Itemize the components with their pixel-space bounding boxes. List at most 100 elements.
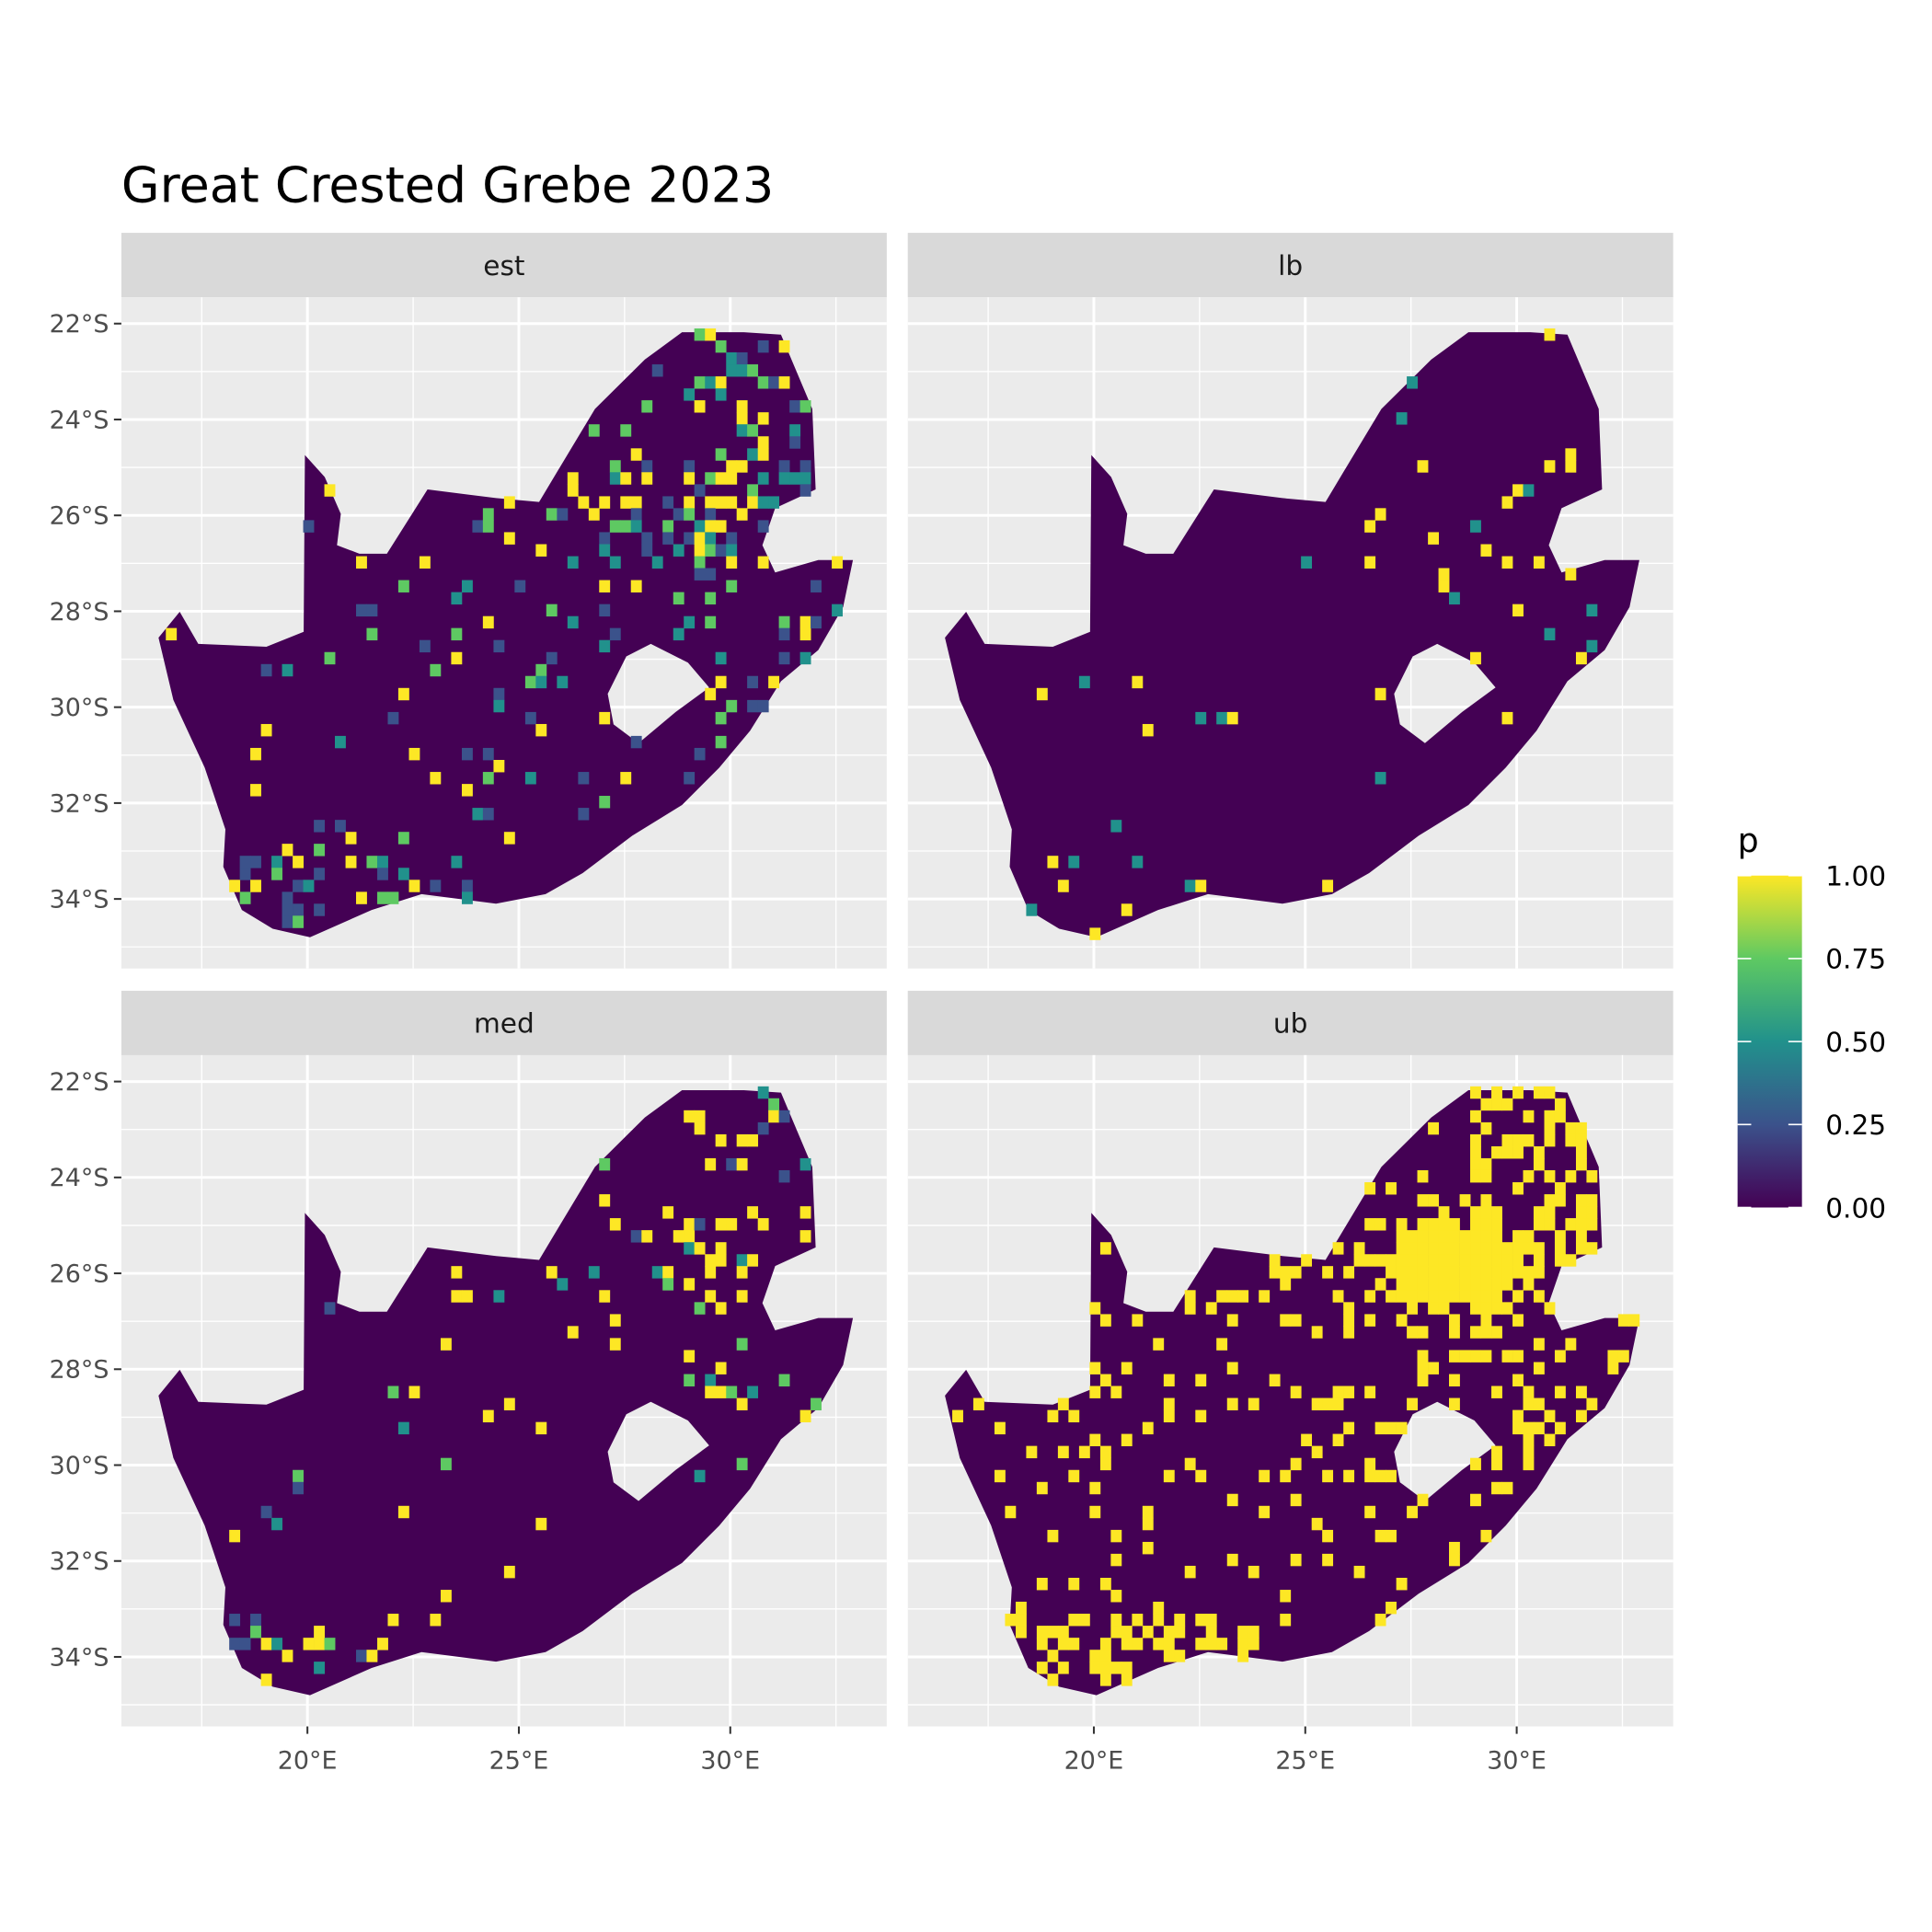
raster-cell [736, 508, 748, 521]
raster-cell [1480, 1302, 1492, 1315]
raster-cell [1396, 1218, 1408, 1231]
raster-cell [1512, 1409, 1524, 1423]
raster-cell [1110, 1553, 1122, 1567]
raster-cell [493, 1290, 505, 1303]
raster-cell [1374, 687, 1386, 701]
raster-cell [694, 1469, 706, 1483]
raster-cell [1586, 1206, 1598, 1219]
raster-cell [684, 388, 696, 401]
y-tick-label: 28°S [50, 598, 109, 627]
raster-cell [1089, 1302, 1101, 1315]
raster-cell [1195, 1638, 1207, 1650]
raster-cell [609, 1218, 621, 1231]
raster-cell [482, 808, 494, 821]
raster-cell [1184, 1565, 1196, 1579]
raster-cell [694, 1121, 706, 1135]
raster-cell [1565, 1218, 1577, 1231]
facet-lb: lb [907, 233, 1673, 969]
raster-cell [1586, 1218, 1598, 1231]
raster-cell [747, 1133, 759, 1147]
facet-ub: ub 20°E 25°E 30°E [907, 990, 1673, 1775]
raster-cell [1057, 1626, 1069, 1639]
raster-cell [1544, 627, 1556, 641]
raster-cell [1332, 1242, 1344, 1255]
raster-cell [1544, 1409, 1556, 1423]
raster-cell [1480, 1169, 1492, 1183]
raster-cell [1364, 1386, 1376, 1398]
raster-cell [684, 496, 696, 509]
raster-cell [757, 1121, 769, 1135]
raster-cell [757, 699, 769, 713]
raster-cell [705, 376, 717, 389]
raster-cell [1099, 1445, 1111, 1459]
raster-cell [1142, 1505, 1154, 1519]
raster-cell [1259, 1469, 1271, 1483]
raster-cell [1343, 1314, 1355, 1327]
raster-cell [620, 772, 632, 785]
raster-cell [1533, 1254, 1545, 1267]
raster-cell [324, 1302, 336, 1315]
raster-cell [1459, 1194, 1471, 1207]
raster-cell [1575, 1146, 1587, 1159]
raster-cell [726, 1218, 738, 1231]
raster-cell [1353, 1565, 1365, 1579]
raster-cell [1057, 1662, 1069, 1674]
raster-cell [229, 1638, 241, 1650]
raster-cell [482, 1409, 494, 1423]
raster-cell [1480, 1218, 1492, 1231]
raster-cell [1089, 1662, 1101, 1674]
raster-cell [811, 1397, 822, 1410]
raster-cell [1248, 1626, 1259, 1639]
raster-cell [1523, 1433, 1535, 1447]
raster-cell [1544, 1302, 1556, 1315]
raster-cell [1470, 1278, 1481, 1291]
raster-cell [1132, 1314, 1144, 1327]
legend: p 1.00 0.75 0.50 0.25 0.00 [1737, 821, 1886, 1224]
raster-cell [1205, 1638, 1217, 1650]
raster-cell [1068, 1614, 1080, 1627]
raster-cell [1269, 1374, 1281, 1386]
raster-cell [673, 592, 684, 605]
raster-cell [166, 627, 178, 641]
raster-cell [1099, 1314, 1111, 1327]
raster-cell [1195, 1409, 1207, 1423]
facet-med: med 22°S 24°S 26°S 28°S 30°S 32°S 34°S 20°E 25°E 3… [50, 990, 887, 1775]
raster-cell [1533, 1290, 1545, 1303]
raster-cell [1565, 1169, 1577, 1183]
raster-cell [715, 675, 727, 689]
raster-cell [715, 1362, 727, 1374]
raster-cell [1417, 1218, 1429, 1231]
raster-cell [1396, 1290, 1408, 1303]
raster-cell [1523, 1397, 1535, 1410]
legend-tick-label: 1.00 [1825, 861, 1886, 892]
raster-cell [1544, 1086, 1556, 1099]
raster-cell [1480, 1278, 1492, 1291]
raster-cell [1407, 1254, 1418, 1267]
raster-cell [1407, 1326, 1418, 1339]
raster-cell [1396, 1230, 1408, 1243]
raster-cell [1322, 1553, 1334, 1567]
raster-cell [461, 891, 473, 904]
raster-cell [1184, 1457, 1196, 1471]
raster-cell [1470, 1169, 1481, 1183]
raster-cell [1501, 1278, 1513, 1291]
raster-cell [715, 388, 727, 401]
raster-cell [694, 1110, 706, 1123]
raster-cell [1449, 592, 1460, 605]
raster-cell [684, 1374, 696, 1386]
raster-cell [1428, 1302, 1440, 1315]
raster-cell [1057, 1397, 1069, 1410]
raster-cell [684, 1230, 696, 1243]
raster-cell [1470, 1110, 1481, 1123]
raster-cell [799, 472, 811, 485]
raster-cell [1216, 1290, 1228, 1303]
raster-cell [1417, 1493, 1429, 1507]
raster-cell [1501, 1242, 1513, 1255]
y-tick-label: 34°S [50, 886, 109, 914]
raster-cell [1512, 1421, 1524, 1435]
raster-cell [1184, 880, 1196, 892]
raster-cell [1290, 1493, 1302, 1507]
raster-cell [1089, 1481, 1101, 1495]
raster-cell [1554, 1110, 1566, 1123]
raster-cell [314, 844, 326, 857]
